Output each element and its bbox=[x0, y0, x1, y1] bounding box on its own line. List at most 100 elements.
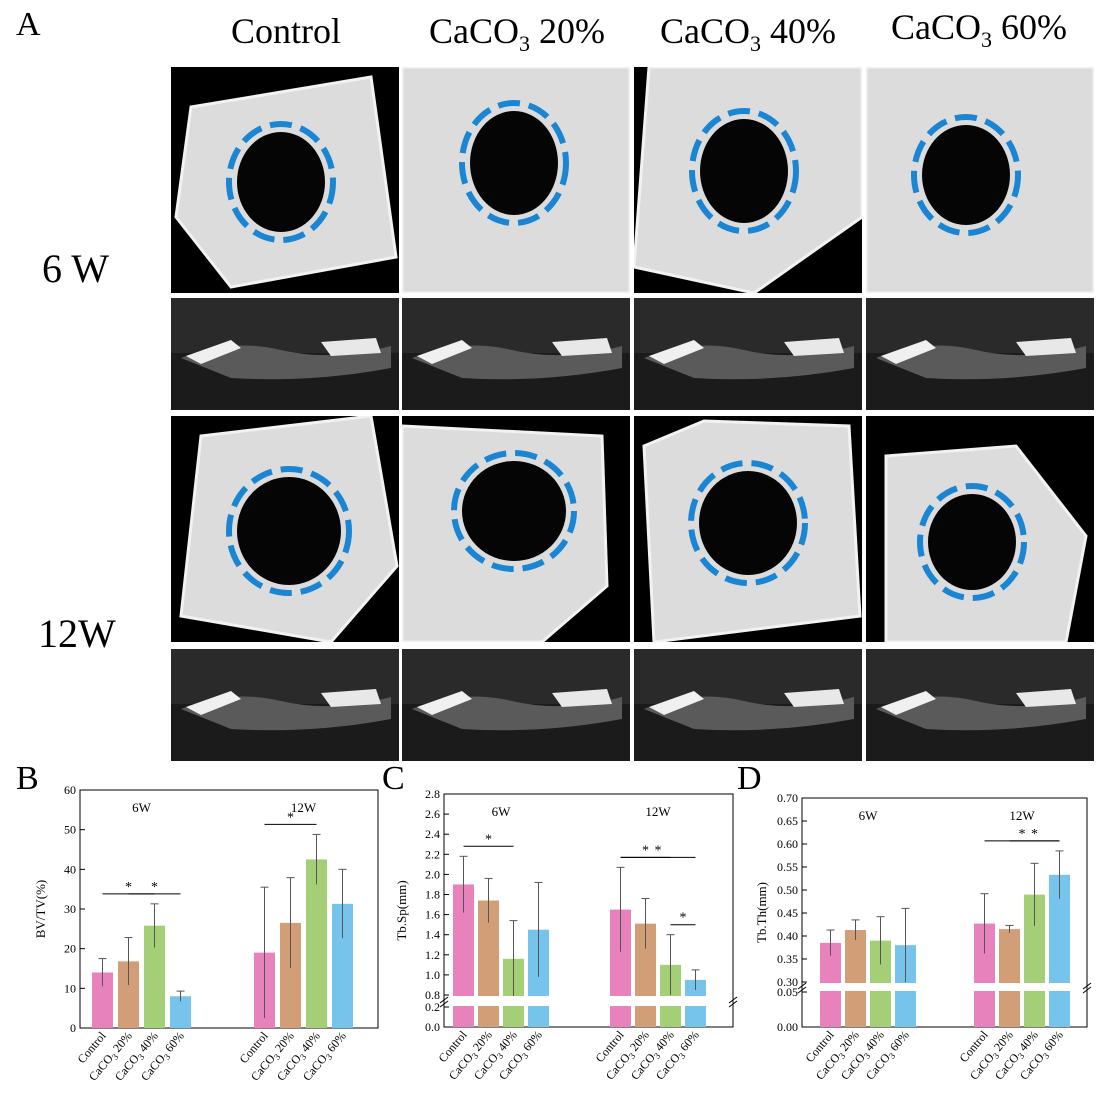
bone-fragment bbox=[784, 689, 844, 707]
bar bbox=[118, 961, 139, 1028]
bar bbox=[170, 996, 191, 1028]
bone-fragment bbox=[649, 340, 704, 364]
group-label: 6W bbox=[859, 808, 879, 823]
significance-star: * bbox=[287, 810, 294, 825]
ct-sagittal-slice bbox=[171, 298, 399, 410]
bar bbox=[845, 930, 866, 1027]
ct-sagittal-slice bbox=[634, 298, 862, 410]
ct-3d-reconstruction bbox=[634, 67, 862, 293]
ct-sagittal-slice bbox=[402, 298, 630, 410]
bar bbox=[306, 859, 327, 1028]
bone-fragment bbox=[1016, 338, 1076, 356]
bone-fragment bbox=[417, 340, 472, 364]
panel-label-d: D bbox=[737, 760, 762, 797]
y-tick-label: 1.6 bbox=[425, 908, 440, 922]
defect-ring bbox=[911, 114, 1021, 236]
y-tick-label: 2.4 bbox=[425, 827, 440, 841]
break-mark bbox=[728, 996, 738, 1004]
y-tick-label: 1.2 bbox=[425, 948, 440, 962]
y-tick-label: 0.65 bbox=[777, 814, 798, 828]
column-header-caco3-40: CaCO3 40% bbox=[660, 11, 836, 57]
soft-tissue bbox=[181, 345, 391, 380]
break-mark bbox=[439, 1000, 449, 1008]
group-label: 12W bbox=[1009, 808, 1035, 823]
defect-void bbox=[462, 461, 566, 561]
y-tick-label: 2.8 bbox=[425, 787, 440, 801]
bone-fragment bbox=[417, 691, 472, 715]
bar bbox=[144, 925, 165, 1028]
y-tick-label: 0.0 bbox=[425, 1020, 440, 1034]
soft-tissue bbox=[644, 345, 854, 380]
bone-fragment bbox=[649, 691, 704, 715]
y-tick-label: 0.60 bbox=[777, 837, 798, 851]
y-tick-label: 0.50 bbox=[777, 883, 798, 897]
ct-3d-reconstruction bbox=[866, 67, 1094, 293]
panel-label-a: A bbox=[16, 6, 41, 43]
bar bbox=[478, 900, 499, 1027]
y-tick-label: 2.2 bbox=[425, 847, 440, 861]
significance-star: * bbox=[125, 880, 132, 895]
y-tick-label: 0.55 bbox=[777, 860, 798, 874]
y-axis-label: Tb.Th(mm) bbox=[754, 882, 769, 943]
y-tick-label: 0.05 bbox=[777, 985, 798, 999]
y-tick-label: 60 bbox=[64, 783, 76, 797]
soft-tissue bbox=[412, 696, 622, 731]
ct-3d-reconstruction bbox=[866, 416, 1094, 642]
bar bbox=[1024, 894, 1045, 1027]
y-tick-label: 0.00 bbox=[777, 1020, 798, 1034]
soft-tissue bbox=[644, 696, 854, 731]
ct-3d-reconstruction bbox=[402, 67, 630, 293]
ct-3d-reconstruction bbox=[634, 416, 862, 642]
break-mark bbox=[797, 982, 807, 990]
bone-fragment bbox=[321, 338, 381, 356]
chart-tb-sp: 0.0 0.20.8 1.0 1.2 1.4 1.6 1.8 2.0 2.2 2.4 2.6 2.8 T… bbox=[394, 787, 738, 1083]
axis-break bbox=[445, 996, 732, 1006]
ct-3d-reconstruction bbox=[402, 416, 630, 642]
row-label-12w: 12W bbox=[38, 611, 116, 656]
significance-star: * bbox=[655, 843, 662, 858]
soft-tissue bbox=[412, 345, 622, 380]
defect-void bbox=[928, 494, 1016, 590]
y-tick-label: 1.4 bbox=[425, 928, 440, 942]
y-tick-label: 20 bbox=[64, 942, 76, 956]
ct-sagittal-slice bbox=[171, 649, 399, 761]
defect-void bbox=[237, 477, 341, 585]
ct-3d-reconstruction bbox=[171, 416, 399, 642]
ct-sagittal-slice bbox=[402, 649, 630, 761]
y-tick-label: 0 bbox=[70, 1021, 76, 1035]
soft-tissue bbox=[876, 696, 1086, 731]
y-tick-label: 50 bbox=[64, 823, 76, 837]
y-axis-label: BV/TV(%) bbox=[33, 880, 48, 939]
bar bbox=[660, 964, 681, 1027]
bar bbox=[92, 972, 113, 1028]
soft-tissue bbox=[181, 696, 391, 731]
significance-star: * bbox=[1019, 827, 1026, 842]
column-header-caco3-60: CaCO3 60% bbox=[891, 7, 1067, 53]
break-mark bbox=[728, 1000, 738, 1008]
bone-fragment bbox=[186, 691, 241, 715]
panel-label-c: C bbox=[382, 760, 405, 797]
y-tick-label: 1.8 bbox=[425, 888, 440, 902]
group-label: 12W bbox=[645, 804, 671, 819]
row-label-6w: 6 W bbox=[42, 246, 110, 291]
y-tick-label: 2.6 bbox=[425, 807, 440, 821]
defect-void bbox=[237, 132, 325, 232]
group-label: 12W bbox=[291, 800, 317, 815]
defect-void bbox=[922, 125, 1010, 225]
y-tick-label: 0.8 bbox=[425, 988, 440, 1002]
y-tick-label: 0.45 bbox=[777, 906, 798, 920]
bone-fragment bbox=[552, 338, 612, 356]
y-tick-label: 0.70 bbox=[777, 791, 798, 805]
bone-fragment bbox=[881, 340, 936, 364]
bar bbox=[280, 922, 301, 1028]
significance-star: * bbox=[680, 911, 687, 926]
break-mark bbox=[1082, 986, 1092, 994]
panel-label-b: B bbox=[16, 760, 39, 797]
defect-void bbox=[700, 119, 788, 223]
significance-star: * bbox=[151, 880, 158, 895]
axis-break bbox=[803, 983, 1086, 991]
defect-ring bbox=[451, 450, 577, 572]
group-label: 6W bbox=[132, 800, 152, 815]
defect-ring bbox=[688, 460, 808, 586]
defect-ring bbox=[689, 108, 799, 234]
